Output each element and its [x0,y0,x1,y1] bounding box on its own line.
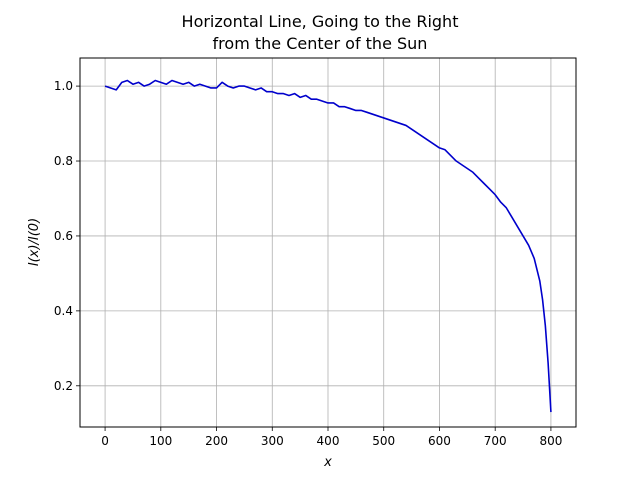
y-axis-label: I(x)/I(0) [27,218,42,266]
x-tick-label: 100 [149,434,172,448]
y-tick-label: 1.0 [54,79,73,93]
series-line-0 [104,79,552,413]
chart-title-line-2: from the Center of the Sun [212,34,428,53]
series-layer [104,79,552,413]
x-tick-label: 0 [101,434,109,448]
x-tick-label: 200 [205,434,228,448]
y-tick-label: 0.6 [54,229,73,243]
x-axis-label: x [323,455,332,470]
x-tick-label: 600 [428,434,451,448]
x-tick-label: 700 [484,434,507,448]
grid-lines [80,58,576,427]
x-axis-ticks: 0 100 200 300 400 500 600 700 800 [101,427,562,448]
chart-title-line-1: Horizontal Line, Going to the Right [181,12,459,31]
y-tick-label: 0.8 [54,154,73,168]
y-tick-label: 0.2 [54,379,73,393]
x-tick-label: 500 [372,434,395,448]
x-tick-label: 800 [539,434,562,448]
x-tick-label: 400 [317,434,340,448]
y-axis-ticks: 0.2 0.4 0.6 0.8 1.0 [54,79,80,393]
x-tick-label: 300 [261,434,284,448]
y-tick-label: 0.4 [54,304,73,318]
